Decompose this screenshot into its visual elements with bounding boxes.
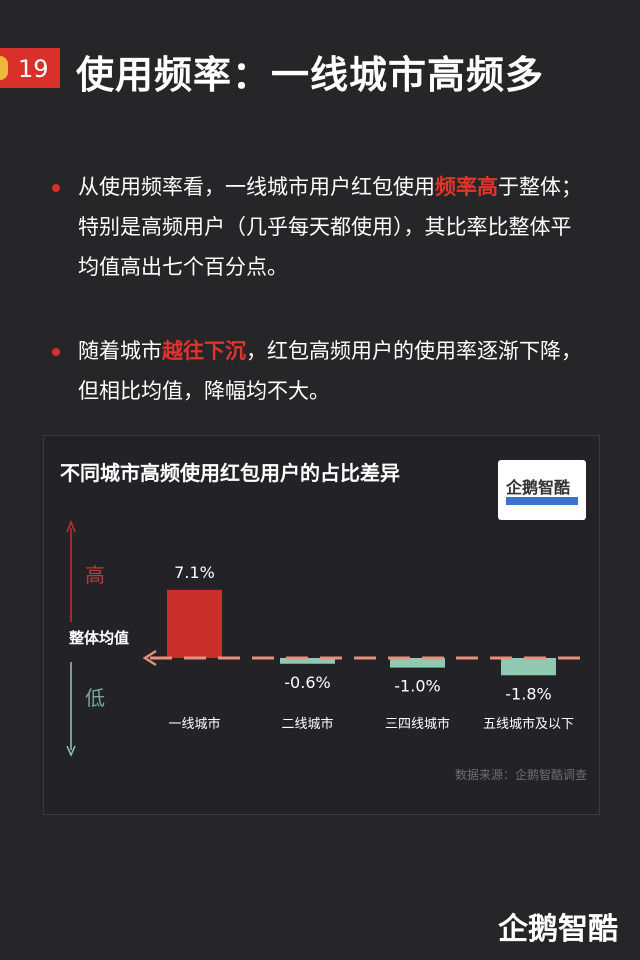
bar-4: [501, 658, 556, 676]
page-number-badge: 19: [0, 48, 60, 88]
footer-logo: 企鹅智酷: [498, 912, 618, 947]
category-label-4: 五线城市及以下: [483, 716, 574, 732]
down-label: 低: [85, 686, 105, 710]
bar-3: [390, 658, 445, 668]
bullet-2: 随着城市越往下沉，红包高频用户的使用率逐渐下降，但相比均值，降幅均不大。: [52, 331, 592, 411]
page-number: 19: [18, 55, 49, 83]
down-arrow-icon: [66, 745, 76, 757]
baseline-label: 整体均值: [69, 629, 129, 647]
value-label-2: -0.6%: [284, 673, 330, 692]
category-label-1: 一线城市: [168, 716, 220, 732]
bar-1: [167, 589, 222, 658]
data-source: 数据来源：企鹅智酷调查: [454, 768, 587, 782]
up-arrow-icon: [66, 519, 76, 533]
chart-title: 不同城市高频使用红包用户的占比差异: [60, 461, 400, 485]
category-label-2: 二线城市: [281, 716, 333, 732]
category-label-3: 三四线城市: [385, 716, 450, 732]
page-title: 使用频率：一线城市高频多: [76, 53, 545, 97]
bullet-1: 从使用频率看，一线城市用户红包使用频率高于整体；特别是高频用户（几乎每天都使用）…: [52, 167, 592, 287]
baseline-arrow-icon: [142, 649, 157, 667]
chart-logo: 企鹅智酷: [498, 460, 586, 520]
value-label-1: 7.1%: [174, 563, 215, 582]
up-label: 高: [85, 563, 105, 587]
value-label-4: -1.8%: [505, 684, 551, 703]
bar-2: [280, 658, 335, 664]
value-label-3: -1.0%: [394, 677, 440, 696]
